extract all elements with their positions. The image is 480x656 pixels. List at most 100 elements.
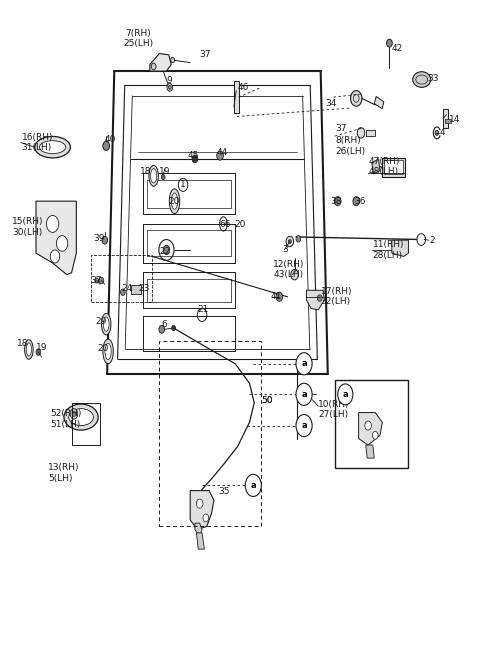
Circle shape <box>102 236 108 244</box>
Text: 46: 46 <box>238 83 249 92</box>
Text: 11(RH)
28(LH): 11(RH) 28(LH) <box>373 240 404 260</box>
Text: 42: 42 <box>392 44 403 53</box>
Text: 41: 41 <box>271 293 282 301</box>
Bar <box>383 157 405 177</box>
Text: 17(RH)
32(LH): 17(RH) 32(LH) <box>321 287 352 306</box>
Circle shape <box>70 409 78 419</box>
Polygon shape <box>195 523 202 536</box>
Circle shape <box>386 39 392 47</box>
Text: a: a <box>343 390 348 399</box>
Circle shape <box>168 85 171 89</box>
Text: 34: 34 <box>325 99 337 108</box>
Circle shape <box>99 277 104 284</box>
Circle shape <box>338 384 353 405</box>
Circle shape <box>192 155 198 163</box>
Bar <box>159 341 261 526</box>
Text: 13(RH)
5(LH): 13(RH) 5(LH) <box>48 463 79 483</box>
Circle shape <box>171 58 175 62</box>
Text: 23: 23 <box>138 285 149 293</box>
Circle shape <box>196 499 203 508</box>
Ellipse shape <box>171 193 178 209</box>
Ellipse shape <box>69 409 94 426</box>
Text: 20: 20 <box>234 220 246 229</box>
Text: 10(RH)
27(LH): 10(RH) 27(LH) <box>318 400 350 419</box>
Text: 12(RH)
43(LH): 12(RH) 43(LH) <box>273 260 305 279</box>
Ellipse shape <box>413 72 431 87</box>
Bar <box>91 255 152 302</box>
Ellipse shape <box>24 340 33 359</box>
Polygon shape <box>150 54 171 71</box>
Circle shape <box>72 411 76 417</box>
Circle shape <box>296 236 301 242</box>
Ellipse shape <box>39 140 66 154</box>
Text: 3: 3 <box>283 245 288 255</box>
Circle shape <box>435 131 439 136</box>
Text: 1: 1 <box>180 180 186 190</box>
Circle shape <box>288 239 291 243</box>
Ellipse shape <box>35 136 71 158</box>
Text: 36: 36 <box>354 197 365 206</box>
Polygon shape <box>374 96 384 109</box>
Circle shape <box>120 289 125 295</box>
Polygon shape <box>392 240 408 256</box>
Text: 21: 21 <box>197 305 209 314</box>
Circle shape <box>50 250 60 263</box>
Bar <box>445 119 451 123</box>
Text: 6: 6 <box>162 320 168 329</box>
Text: 37: 37 <box>200 51 211 59</box>
Text: 7(RH)
25(LH): 7(RH) 25(LH) <box>123 29 153 49</box>
Ellipse shape <box>64 404 98 430</box>
Text: 37: 37 <box>335 125 347 133</box>
Circle shape <box>245 474 261 497</box>
Text: 44: 44 <box>216 148 228 157</box>
Text: 18: 18 <box>17 339 28 348</box>
Ellipse shape <box>26 343 32 356</box>
Ellipse shape <box>105 343 111 359</box>
Circle shape <box>335 197 341 206</box>
Circle shape <box>47 215 59 232</box>
Text: 24: 24 <box>121 285 132 293</box>
Circle shape <box>286 236 294 247</box>
Ellipse shape <box>149 165 158 186</box>
Polygon shape <box>359 413 383 445</box>
Circle shape <box>103 141 109 150</box>
Polygon shape <box>196 533 204 549</box>
Text: 9: 9 <box>167 76 172 85</box>
Text: 50: 50 <box>261 396 273 405</box>
Text: 52(RH)
51(LH): 52(RH) 51(LH) <box>50 409 82 429</box>
Text: 39: 39 <box>93 234 105 243</box>
Text: 19: 19 <box>159 167 171 176</box>
Text: 50: 50 <box>261 396 273 405</box>
Ellipse shape <box>101 314 111 335</box>
Text: 15(RH)
30(LH): 15(RH) 30(LH) <box>12 218 44 237</box>
Circle shape <box>365 421 372 430</box>
Text: 40: 40 <box>105 135 116 144</box>
Circle shape <box>276 292 283 301</box>
Circle shape <box>353 197 360 206</box>
Text: 18: 18 <box>140 167 152 176</box>
Text: a: a <box>301 390 307 399</box>
Text: 47(RH)
48(LH): 47(RH) 48(LH) <box>368 157 399 176</box>
Text: a: a <box>301 359 307 368</box>
Circle shape <box>296 415 312 437</box>
Polygon shape <box>372 159 380 174</box>
Circle shape <box>296 383 312 405</box>
Bar <box>443 110 448 128</box>
Text: 33: 33 <box>427 74 439 83</box>
Text: 66: 66 <box>219 220 230 229</box>
Bar <box>234 81 239 113</box>
Circle shape <box>417 234 425 245</box>
Circle shape <box>163 245 170 255</box>
Circle shape <box>95 278 98 283</box>
Polygon shape <box>366 130 375 136</box>
Text: 14: 14 <box>449 115 460 125</box>
Circle shape <box>296 353 312 375</box>
Polygon shape <box>190 491 214 529</box>
Polygon shape <box>36 201 76 275</box>
Circle shape <box>161 174 165 180</box>
Circle shape <box>151 63 156 70</box>
Circle shape <box>167 83 173 91</box>
Text: 20: 20 <box>169 197 180 206</box>
Circle shape <box>56 236 68 251</box>
Circle shape <box>350 91 362 106</box>
